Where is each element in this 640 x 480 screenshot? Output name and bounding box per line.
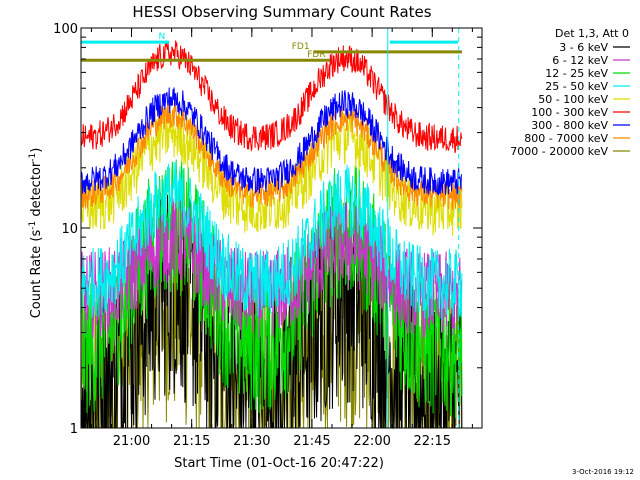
y-axis-label: Count Rate (s-1 detector-1) [28, 148, 44, 319]
legend-label-6: 300 - 800 keV [531, 119, 608, 132]
legend-header: Det 1,3, Att 0 [555, 27, 629, 40]
y-tick-label-2: 100 [53, 22, 78, 37]
x-axis-label: Start Time (01-Oct-16 20:47:22) [174, 456, 384, 471]
legend-label-2: 12 - 25 keV [545, 67, 608, 80]
x-axis: 21:00 21:15 21:30 21:45 22:00 22:15 [90, 28, 473, 449]
y-axis: 1 10 100 [53, 22, 482, 437]
series-line-6 [80, 87, 463, 196]
y-axis-label-main: Count Rate (s [29, 230, 44, 319]
x-tick-label-2: 21:30 [233, 434, 270, 449]
legend-label-3: 25 - 50 keV [545, 80, 608, 93]
flag-label-2: FDR [307, 50, 325, 60]
y-axis-label-superscript-1: -1 [28, 221, 38, 230]
y-tick-label-1: 10 [61, 222, 78, 237]
x-tick-label-5: 22:15 [414, 434, 451, 449]
y-tick-label-0: 1 [70, 422, 78, 437]
series-line-5 [80, 40, 463, 154]
series-line-3 [80, 161, 463, 321]
legend-label-7: 800 - 7000 keV [524, 132, 608, 145]
series-line-4 [80, 107, 463, 237]
series-line-1 [80, 197, 463, 339]
series-line-7 [80, 101, 463, 211]
legend-label-8: 7000 - 20000 keV [510, 145, 608, 158]
series-layer [80, 40, 463, 430]
timestamp: 3-Oct-2016 19:12 [572, 468, 634, 476]
flag-label-1: FD1 [292, 42, 310, 52]
x-tick-label-0: 21:00 [113, 434, 150, 449]
chart-title: HESSI Observing Summary Count Rates [132, 3, 431, 21]
legend-label-5: 100 - 300 keV [531, 106, 608, 119]
legend-label-4: 50 - 100 keV [538, 93, 608, 106]
legend-label-0: 3 - 6 keV [559, 41, 608, 54]
x-tick-label-4: 22:00 [353, 434, 390, 449]
x-tick-label-1: 21:15 [173, 434, 210, 449]
legend-label-1: 6 - 12 keV [552, 54, 608, 67]
flag-label-0: N [158, 32, 165, 42]
y-axis-label-superscript-2: -1 [28, 153, 38, 162]
y-axis-label-end: ) [29, 148, 44, 153]
y-axis-label-middle: detector [29, 161, 44, 221]
x-tick-label-3: 21:45 [293, 434, 330, 449]
